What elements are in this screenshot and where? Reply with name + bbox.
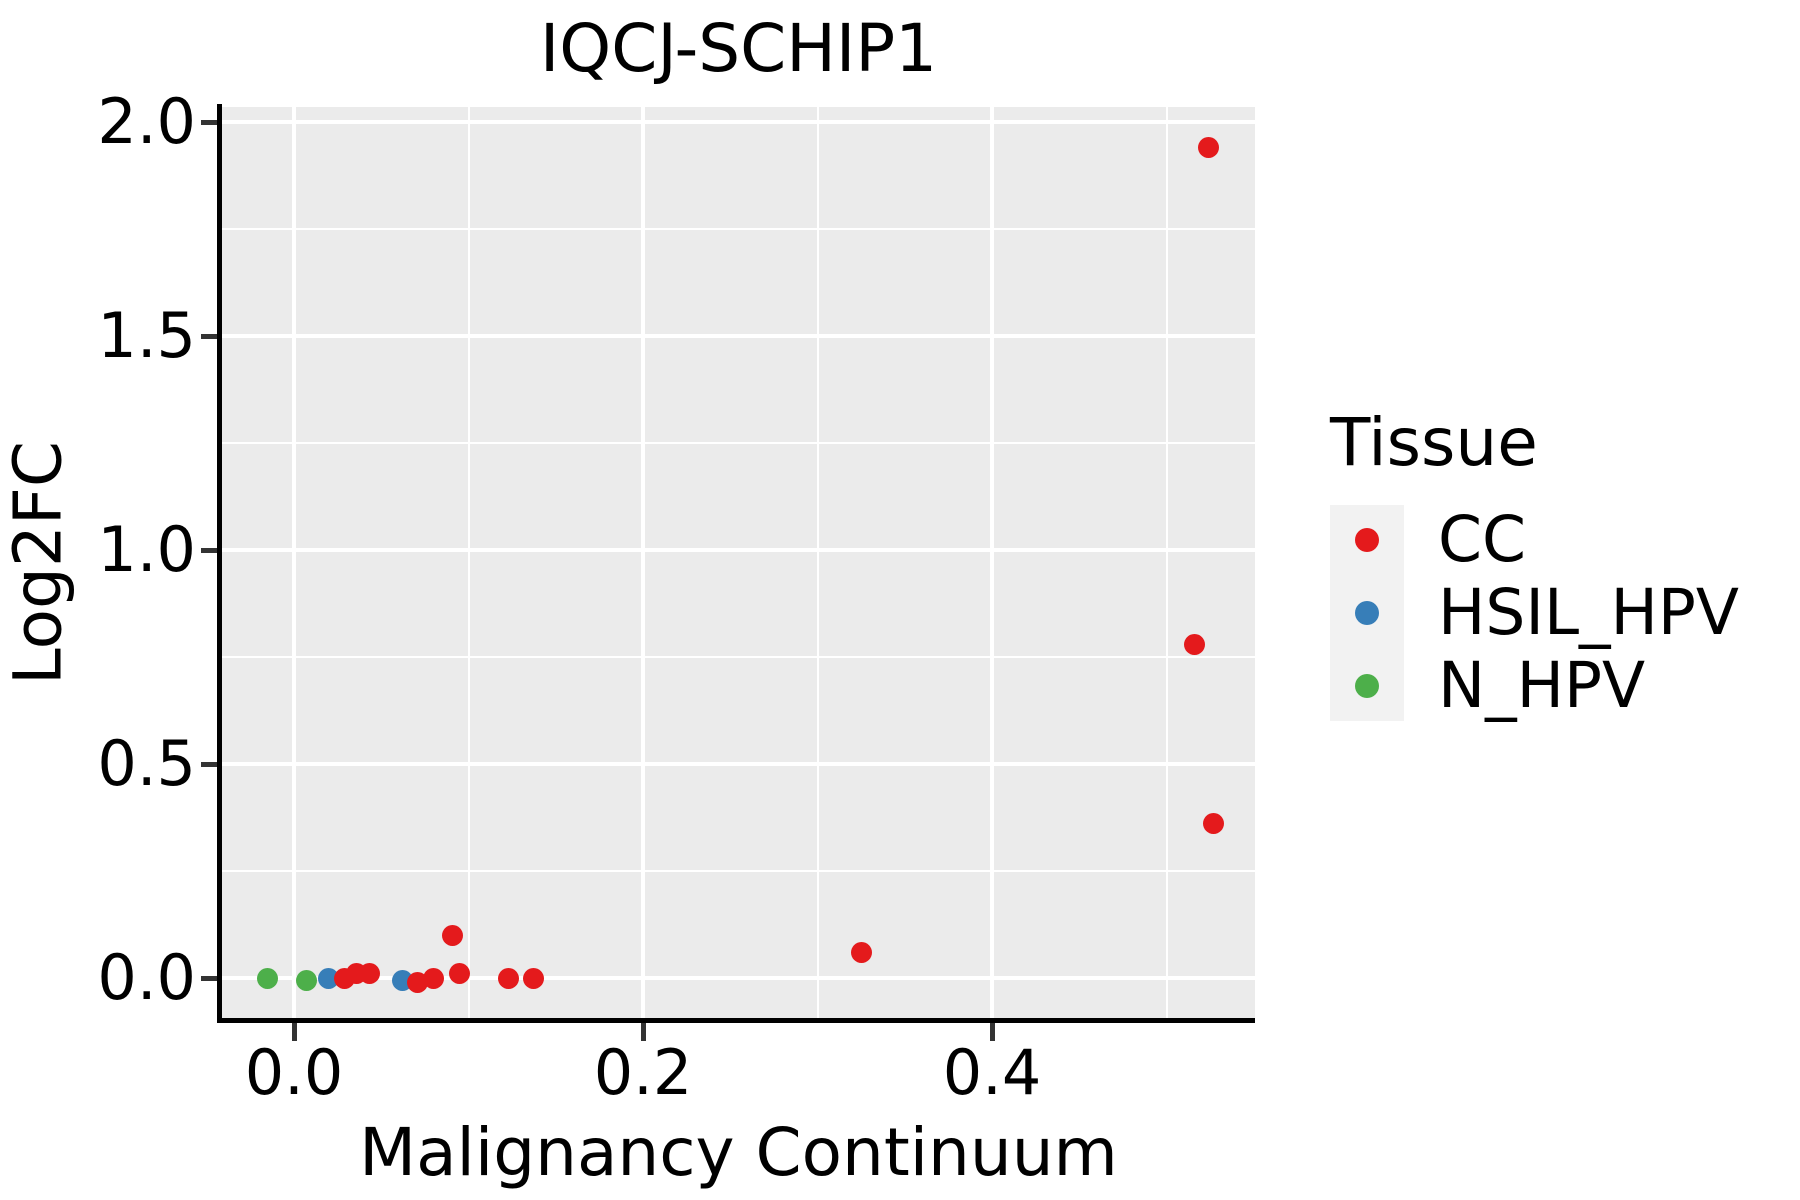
- data-point-CC: [358, 963, 380, 985]
- y-major-gridline: [222, 120, 1255, 124]
- x-major-gridline: [292, 107, 296, 1018]
- data-point-CC: [1197, 137, 1219, 159]
- data-point-CC: [498, 967, 520, 989]
- legend-entry-label: N_HPV: [1438, 649, 1646, 722]
- x-major-gridline: [641, 107, 645, 1018]
- y-major-gridline: [222, 762, 1255, 766]
- data-point-CC: [423, 967, 445, 989]
- x-tick-mark: [640, 1023, 646, 1041]
- y-tick-mark: [201, 119, 217, 125]
- y-minor-gridline: [222, 228, 1255, 230]
- x-axis-title: Malignancy Continuum: [359, 1114, 1118, 1191]
- y-major-gridline: [222, 976, 1255, 980]
- legend-entry-label: CC: [1438, 503, 1526, 576]
- data-point-CC: [1203, 813, 1225, 835]
- y-tick-label: 0.0: [97, 941, 196, 1014]
- x-tick-mark: [989, 1023, 995, 1041]
- legend-key-dot-N_HPV: [1355, 674, 1379, 698]
- y-tick-mark: [201, 333, 217, 339]
- legend-key-dot-CC: [1355, 528, 1379, 552]
- y-tick-mark: [201, 761, 217, 767]
- legend-key-dot-HSIL_HPV: [1355, 601, 1379, 625]
- y-tick-label: 2.0: [97, 85, 196, 158]
- data-point-CC: [442, 924, 464, 946]
- plot-title: IQCJ-SCHIP1: [539, 10, 938, 87]
- y-axis-line: [217, 104, 222, 1023]
- y-major-gridline: [222, 334, 1255, 338]
- y-minor-gridline: [222, 656, 1255, 658]
- data-point-CC: [449, 963, 471, 985]
- x-tick-label: 0.4: [942, 1036, 1042, 1109]
- y-tick-label: 1.5: [97, 299, 196, 372]
- y-tick-mark: [201, 547, 217, 553]
- data-point-CC: [522, 967, 544, 989]
- y-tick-mark: [201, 975, 217, 981]
- legend-entry-label: HSIL_HPV: [1438, 576, 1740, 649]
- y-minor-gridline: [222, 442, 1255, 444]
- x-tick-mark: [291, 1023, 297, 1041]
- x-tick-label: 0.0: [244, 1036, 344, 1109]
- data-point-N_HPV: [257, 967, 279, 989]
- x-major-gridline: [990, 107, 994, 1018]
- data-point-N_HPV: [295, 969, 317, 991]
- x-minor-gridline: [1165, 107, 1168, 1018]
- data-point-CC: [1183, 633, 1205, 655]
- x-minor-gridline: [467, 107, 470, 1018]
- y-tick-label: 1.0: [97, 513, 196, 586]
- x-minor-gridline: [816, 107, 819, 1018]
- x-axis-line: [217, 1018, 1255, 1023]
- legend-title: Tissue: [1330, 404, 1538, 481]
- y-major-gridline: [222, 548, 1255, 552]
- y-tick-label: 0.5: [97, 727, 196, 800]
- plot-panel: [222, 107, 1255, 1018]
- data-point-CC: [850, 941, 872, 963]
- x-tick-label: 0.2: [593, 1036, 693, 1109]
- y-minor-gridline: [222, 870, 1255, 872]
